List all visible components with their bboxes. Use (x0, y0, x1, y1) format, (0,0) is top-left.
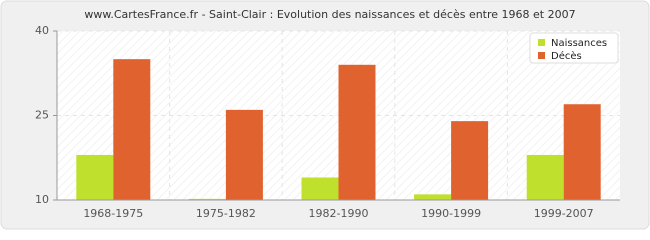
bar (301, 177, 339, 200)
chart-title: www.CartesFrance.fr - Saint-Clair : Evol… (84, 8, 575, 21)
bar (76, 154, 114, 200)
x-tick-label: 1968-1975 (83, 207, 143, 220)
y-tick-label: 25 (35, 109, 49, 122)
x-tick-label: 1982-1990 (309, 207, 369, 220)
bar (338, 64, 376, 200)
chart: www.CartesFrance.fr - Saint-Clair : Evol… (0, 0, 650, 230)
legend-label: Décès (551, 50, 582, 62)
bar (188, 198, 226, 200)
bar (113, 59, 151, 200)
bar (451, 121, 489, 200)
legend-swatch (538, 39, 545, 46)
y-tick-label: 40 (35, 24, 49, 37)
legend-swatch (538, 52, 545, 59)
bar (526, 154, 564, 200)
y-tick-label: 10 (35, 193, 49, 206)
x-tick-label: 1990-1999 (421, 207, 481, 220)
x-tick-label: 1999-2007 (534, 207, 594, 220)
bar (414, 194, 452, 200)
legend-box (529, 32, 619, 64)
x-tick-label: 1975-1982 (196, 207, 256, 220)
bar (563, 104, 601, 200)
bar (225, 109, 263, 200)
legend-label: Naissances (551, 38, 607, 49)
